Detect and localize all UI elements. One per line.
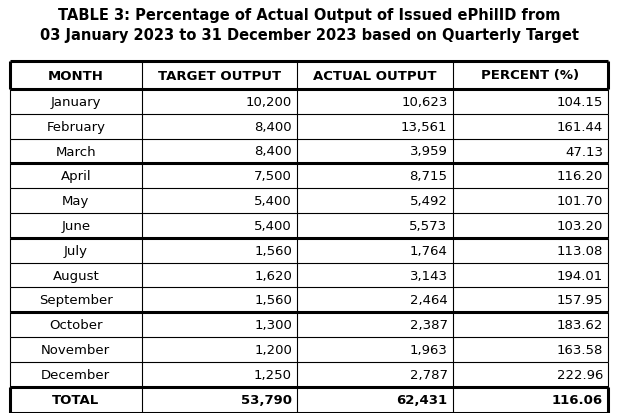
Text: TOTAL: TOTAL bbox=[52, 393, 99, 406]
Text: 2,387: 2,387 bbox=[410, 318, 447, 331]
Text: 3,959: 3,959 bbox=[410, 145, 447, 158]
Text: January: January bbox=[51, 96, 101, 109]
Text: November: November bbox=[41, 343, 111, 356]
Text: 194.01: 194.01 bbox=[557, 269, 603, 282]
Text: 163.58: 163.58 bbox=[557, 343, 603, 356]
Text: 1,250: 1,250 bbox=[254, 368, 292, 381]
Text: MONTH: MONTH bbox=[48, 69, 104, 82]
Text: 1,764: 1,764 bbox=[410, 244, 447, 257]
Text: 1,300: 1,300 bbox=[254, 318, 292, 331]
Text: 10,623: 10,623 bbox=[401, 96, 447, 109]
Text: April: April bbox=[61, 170, 91, 183]
Text: 62,431: 62,431 bbox=[396, 393, 447, 406]
Text: 3,143: 3,143 bbox=[410, 269, 447, 282]
Text: 113.08: 113.08 bbox=[557, 244, 603, 257]
Text: 183.62: 183.62 bbox=[557, 318, 603, 331]
Text: 1,560: 1,560 bbox=[254, 294, 292, 306]
Text: October: October bbox=[49, 318, 103, 331]
Text: 53,790: 53,790 bbox=[241, 393, 292, 406]
Text: TARGET OUTPUT: TARGET OUTPUT bbox=[158, 69, 281, 82]
Text: 1,620: 1,620 bbox=[254, 269, 292, 282]
Text: 116.06: 116.06 bbox=[552, 393, 603, 406]
Text: June: June bbox=[61, 219, 90, 233]
Text: 47.13: 47.13 bbox=[565, 145, 603, 158]
Text: 5,492: 5,492 bbox=[410, 195, 447, 208]
Text: 104.15: 104.15 bbox=[557, 96, 603, 109]
Text: 7,500: 7,500 bbox=[254, 170, 292, 183]
Text: December: December bbox=[41, 368, 111, 381]
Text: 8,400: 8,400 bbox=[255, 121, 292, 133]
Text: July: July bbox=[64, 244, 88, 257]
Text: 10,200: 10,200 bbox=[246, 96, 292, 109]
Text: 116.20: 116.20 bbox=[557, 170, 603, 183]
Text: PERCENT (%): PERCENT (%) bbox=[481, 69, 579, 82]
Text: 5,573: 5,573 bbox=[409, 219, 447, 233]
Text: 101.70: 101.70 bbox=[557, 195, 603, 208]
Text: March: March bbox=[56, 145, 96, 158]
Text: 161.44: 161.44 bbox=[557, 121, 603, 133]
Text: 8,715: 8,715 bbox=[410, 170, 447, 183]
Text: 157.95: 157.95 bbox=[556, 294, 603, 306]
Text: 5,400: 5,400 bbox=[254, 195, 292, 208]
Text: ACTUAL OUTPUT: ACTUAL OUTPUT bbox=[313, 69, 436, 82]
Text: 13,561: 13,561 bbox=[401, 121, 447, 133]
Text: 222.96: 222.96 bbox=[557, 368, 603, 381]
Text: TABLE 3: Percentage of Actual Output of Issued ePhilID from
03 January 2023 to 3: TABLE 3: Percentage of Actual Output of … bbox=[40, 8, 578, 43]
Text: 1,200: 1,200 bbox=[254, 343, 292, 356]
Text: 2,464: 2,464 bbox=[410, 294, 447, 306]
Text: 1,963: 1,963 bbox=[410, 343, 447, 356]
Text: 103.20: 103.20 bbox=[557, 219, 603, 233]
Text: August: August bbox=[53, 269, 99, 282]
Text: February: February bbox=[46, 121, 105, 133]
Text: 2,787: 2,787 bbox=[410, 368, 447, 381]
Text: May: May bbox=[62, 195, 90, 208]
Text: September: September bbox=[39, 294, 112, 306]
Text: 1,560: 1,560 bbox=[254, 244, 292, 257]
Text: 5,400: 5,400 bbox=[254, 219, 292, 233]
Text: 8,400: 8,400 bbox=[255, 145, 292, 158]
